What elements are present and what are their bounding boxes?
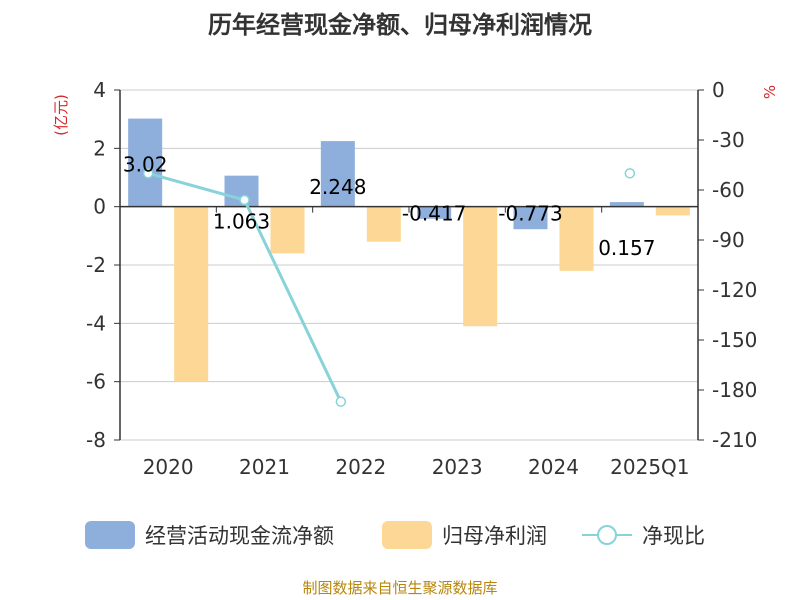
bar-net-profit bbox=[270, 206, 305, 254]
left-axis-unit-label: (亿元) bbox=[52, 94, 70, 136]
legend-label-cashflow: 经营活动现金流净额 bbox=[145, 524, 334, 548]
legend-label-ratio: 净现比 bbox=[642, 524, 705, 548]
legend-item-cashflow[interactable]: 经营活动现金流净额 bbox=[85, 521, 334, 549]
left-tick-label: 4 bbox=[93, 78, 106, 102]
bar-net-profit bbox=[559, 206, 594, 271]
bar-net-profit bbox=[655, 206, 690, 216]
ratio-point bbox=[239, 194, 250, 206]
ratio-line-series bbox=[142, 168, 636, 407]
left-tick-label: -2 bbox=[86, 253, 106, 277]
bar-net-profit bbox=[174, 206, 209, 382]
legend-item-net-profit[interactable]: 归母净利润 bbox=[382, 521, 547, 549]
bar-net-profit bbox=[463, 206, 498, 327]
legend: 经营活动现金流净额 归母净利润 净现比 bbox=[85, 521, 705, 549]
right-tick-label: -150 bbox=[712, 328, 757, 352]
right-axis-unit-label: % bbox=[761, 85, 779, 99]
left-axis-ticks: 4 2 0 -2 -4 -6 -8 bbox=[86, 78, 120, 452]
x-tick-label: 2022 bbox=[335, 455, 386, 479]
bar-value-label: 2.248 bbox=[309, 175, 366, 199]
bar-value-label: 3.02 bbox=[123, 153, 168, 177]
legend-swatch-cashflow bbox=[85, 521, 135, 549]
right-axis-ticks: 0 -30 -60 -90 -120 -150 -180 -210 bbox=[698, 78, 757, 452]
x-tick-label: 2024 bbox=[528, 455, 579, 479]
right-tick-label: -180 bbox=[712, 378, 757, 402]
bar-value-label: -0.417 bbox=[402, 202, 466, 226]
bar-value-label: -0.773 bbox=[498, 202, 562, 226]
x-tick-label: 2021 bbox=[239, 455, 290, 479]
x-tick-label: 2020 bbox=[143, 455, 194, 479]
right-tick-label: -90 bbox=[712, 228, 745, 252]
bar-net-profit bbox=[366, 206, 401, 242]
x-tick-label: 2023 bbox=[432, 455, 483, 479]
right-tick-label: -30 bbox=[712, 128, 745, 152]
left-tick-label: 0 bbox=[93, 195, 106, 219]
legend-swatch-net-profit bbox=[382, 521, 432, 549]
left-tick-label: 2 bbox=[93, 136, 106, 160]
legend-item-ratio[interactable]: 净现比 bbox=[582, 524, 705, 548]
ratio-point bbox=[335, 396, 347, 407]
bar-cashflow bbox=[417, 206, 452, 219]
ratio-point bbox=[142, 168, 154, 179]
right-tick-label: -120 bbox=[712, 278, 757, 302]
chart-title: 历年经营现金净额、归母净利润情况 bbox=[208, 11, 592, 39]
right-tick-label: -210 bbox=[712, 428, 757, 452]
left-tick-label: -6 bbox=[86, 370, 106, 394]
bar-value-labels: 3.02 1.063 2.248 -0.417 -0.773 0.157 bbox=[123, 153, 656, 261]
bar-value-label: 0.157 bbox=[598, 236, 655, 260]
right-tick-label: 0 bbox=[712, 78, 725, 102]
x-tick-label: 2025Q1 bbox=[610, 455, 689, 479]
bar-cashflow bbox=[320, 141, 355, 207]
bar-cashflow bbox=[513, 206, 548, 230]
bar-cashflow bbox=[609, 202, 644, 207]
legend-label-net-profit: 归母净利润 bbox=[442, 524, 547, 548]
right-tick-label: -60 bbox=[712, 178, 745, 202]
bar-cashflow bbox=[128, 118, 163, 207]
x-axis-ticks: 2020 2021 2022 2023 2024 2025Q1 bbox=[119, 206, 699, 479]
ratio-point bbox=[624, 168, 636, 179]
source-note: 制图数据来自恒生聚源数据库 bbox=[302, 579, 497, 597]
legend-marker-ratio bbox=[597, 525, 617, 545]
left-tick-label: -4 bbox=[86, 311, 106, 335]
bar-series bbox=[128, 118, 690, 382]
bar-value-label: 1.063 bbox=[213, 210, 270, 234]
left-tick-label: -8 bbox=[86, 428, 106, 452]
